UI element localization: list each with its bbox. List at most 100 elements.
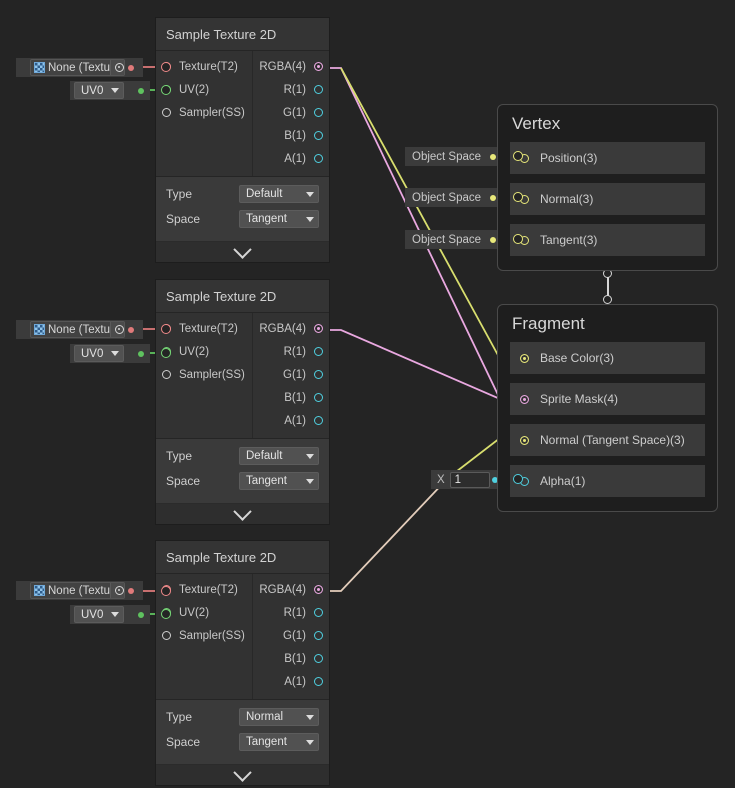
port-dot-base-color[interactable] [520,353,529,363]
slot-dot-uv[interactable] [138,87,144,94]
port-dot-b[interactable] [314,131,323,140]
port-dot-a[interactable] [314,154,323,163]
port-g[interactable]: G(1) [253,363,329,386]
port-dot-b[interactable] [314,393,323,402]
node-sample-texture-2d-2[interactable]: Sample Texture 2D Texture(T2) UV(2) Samp… [155,279,330,525]
space-dropdown[interactable]: Tangent [239,210,319,228]
socket-texture-1[interactable] [161,62,171,72]
port-r[interactable]: R(1) [253,340,329,363]
port-dot-b[interactable] [314,654,323,663]
port-dot-sprite-mask[interactable] [520,394,529,404]
port-dot-r[interactable] [314,347,323,356]
port-g[interactable]: G(1) [253,101,329,124]
node-expand-toggle[interactable] [156,501,329,524]
port-r[interactable]: R(1) [253,601,329,624]
texture-object-field[interactable]: None (Textu [30,321,125,338]
object-space-slot-normal[interactable]: Object Space [405,188,505,207]
object-space-slot-position[interactable]: Object Space [405,147,505,166]
object-picker-icon[interactable] [110,583,124,598]
port-rgba[interactable]: RGBA(4) [253,55,329,78]
space-dropdown[interactable]: Tangent [239,472,319,490]
port-dot-rgba[interactable] [314,62,323,71]
space-dropdown[interactable]: Tangent [239,733,319,751]
port-a[interactable]: A(1) [253,147,329,170]
texture-object-field[interactable]: None (Textu [30,59,125,76]
port-b[interactable]: B(1) [253,124,329,147]
slot-dot-texture[interactable] [128,587,134,594]
port-dot-rgba[interactable] [314,324,323,333]
port-sampler[interactable]: Sampler(SS) [156,624,252,647]
uv-dropdown[interactable]: UV0 [74,606,125,623]
texture-slot-1[interactable]: None (Textu [16,58,143,77]
port-dot-normal-tangent-space[interactable] [520,435,529,445]
socket-texture-3[interactable] [161,586,171,596]
slot-dot-uv[interactable] [138,350,144,357]
socket-uv-1[interactable] [161,85,171,95]
port-sampler[interactable]: Sampler(SS) [156,101,252,124]
texture-slot-3[interactable]: None (Textu [16,581,143,600]
object-picker-icon[interactable] [110,60,124,75]
texture-object-field[interactable]: None (Textu [30,582,125,599]
socket-tangent[interactable] [513,234,523,244]
slot-dot-object-space[interactable] [490,236,496,243]
node-fragment-stack[interactable]: Fragment Base Color(3) Sprite Mask(4) No… [497,304,718,512]
node-expand-toggle[interactable] [156,762,329,785]
fragment-row-normal-tangent-space[interactable]: Normal (Tangent Space)(3) [510,424,705,456]
port-g[interactable]: G(1) [253,624,329,647]
slot-dot-alpha[interactable] [492,476,498,483]
port-dot-sampler[interactable] [162,631,171,640]
port-a[interactable]: A(1) [253,409,329,432]
port-dot-sampler[interactable] [162,370,171,379]
socket-normal[interactable] [513,192,523,202]
node-vertex-stack[interactable]: Vertex Position(3) Normal(3) Tangent(3) [497,104,718,271]
fragment-row-base-color[interactable]: Base Color(3) [510,342,705,374]
socket-position[interactable] [513,151,523,161]
port-dot-g[interactable] [314,370,323,379]
object-space-slot-tangent[interactable]: Object Space [405,230,505,249]
port-dot-rgba[interactable] [314,585,323,594]
slot-dot-uv[interactable] [138,611,144,618]
port-dot-sampler[interactable] [162,108,171,117]
port-dot-g[interactable] [314,631,323,640]
fragment-row-alpha[interactable]: Alpha(1) [510,465,705,497]
port-a[interactable]: A(1) [253,670,329,693]
port-dot-r[interactable] [314,608,323,617]
uv-dropdown[interactable]: UV0 [74,82,125,99]
vertex-row-position[interactable]: Position(3) [510,142,705,174]
socket-texture-2[interactable] [161,324,171,334]
texture-slot-2[interactable]: None (Textu [16,320,143,339]
node-sample-texture-2d-1[interactable]: Sample Texture 2D Texture(T2) UV(2) Samp… [155,17,330,263]
port-b[interactable]: B(1) [253,386,329,409]
object-picker-icon[interactable] [110,322,124,337]
slot-dot-object-space[interactable] [490,194,496,201]
port-dot-g[interactable] [314,108,323,117]
node-sample-texture-2d-3[interactable]: Sample Texture 2D Texture(T2) UV(2) Samp… [155,540,330,786]
port-r[interactable]: R(1) [253,78,329,101]
port-sampler[interactable]: Sampler(SS) [156,363,252,386]
alpha-value-field[interactable]: 1 [449,471,490,488]
socket-uv-3[interactable] [161,609,171,619]
port-b[interactable]: B(1) [253,647,329,670]
type-dropdown[interactable]: Default [239,447,319,465]
node-expand-toggle[interactable] [156,239,329,262]
port-dot-r[interactable] [314,85,323,94]
slot-dot-texture[interactable] [128,326,134,333]
slot-dot-texture[interactable] [128,64,134,71]
vertex-row-normal[interactable]: Normal(3) [510,183,705,215]
socket-uv-2[interactable] [161,348,171,358]
fragment-row-sprite-mask[interactable]: Sprite Mask(4) [510,383,705,415]
port-rgba[interactable]: RGBA(4) [253,578,329,601]
type-dropdown[interactable]: Normal [239,708,319,726]
uv-slot-3[interactable]: UV0 [70,605,150,624]
slot-dot-object-space[interactable] [490,153,496,160]
port-dot-a[interactable] [314,677,323,686]
alpha-float-slot[interactable]: X 1 [431,470,505,489]
uv-slot-1[interactable]: UV0 [70,81,150,100]
port-rgba[interactable]: RGBA(4) [253,317,329,340]
stack-connector-bottom-handle[interactable] [603,295,612,304]
type-dropdown[interactable]: Default [239,185,319,203]
uv-dropdown[interactable]: UV0 [74,345,125,362]
port-dot-a[interactable] [314,416,323,425]
socket-alpha[interactable] [513,474,523,484]
